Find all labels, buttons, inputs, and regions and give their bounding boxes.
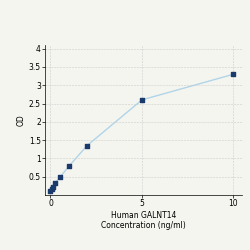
Point [85,144,89,148]
Point [58,176,62,180]
Point [53,181,57,185]
X-axis label: Human GALNT14
Concentration (ng/ml): Human GALNT14 Concentration (ng/ml) [102,211,186,230]
Point [67,164,71,168]
Point [48,188,52,192]
Point [140,98,144,102]
Point [50,187,54,191]
Y-axis label: OD: OD [17,114,26,126]
Point [51,185,55,189]
Point [231,72,235,76]
